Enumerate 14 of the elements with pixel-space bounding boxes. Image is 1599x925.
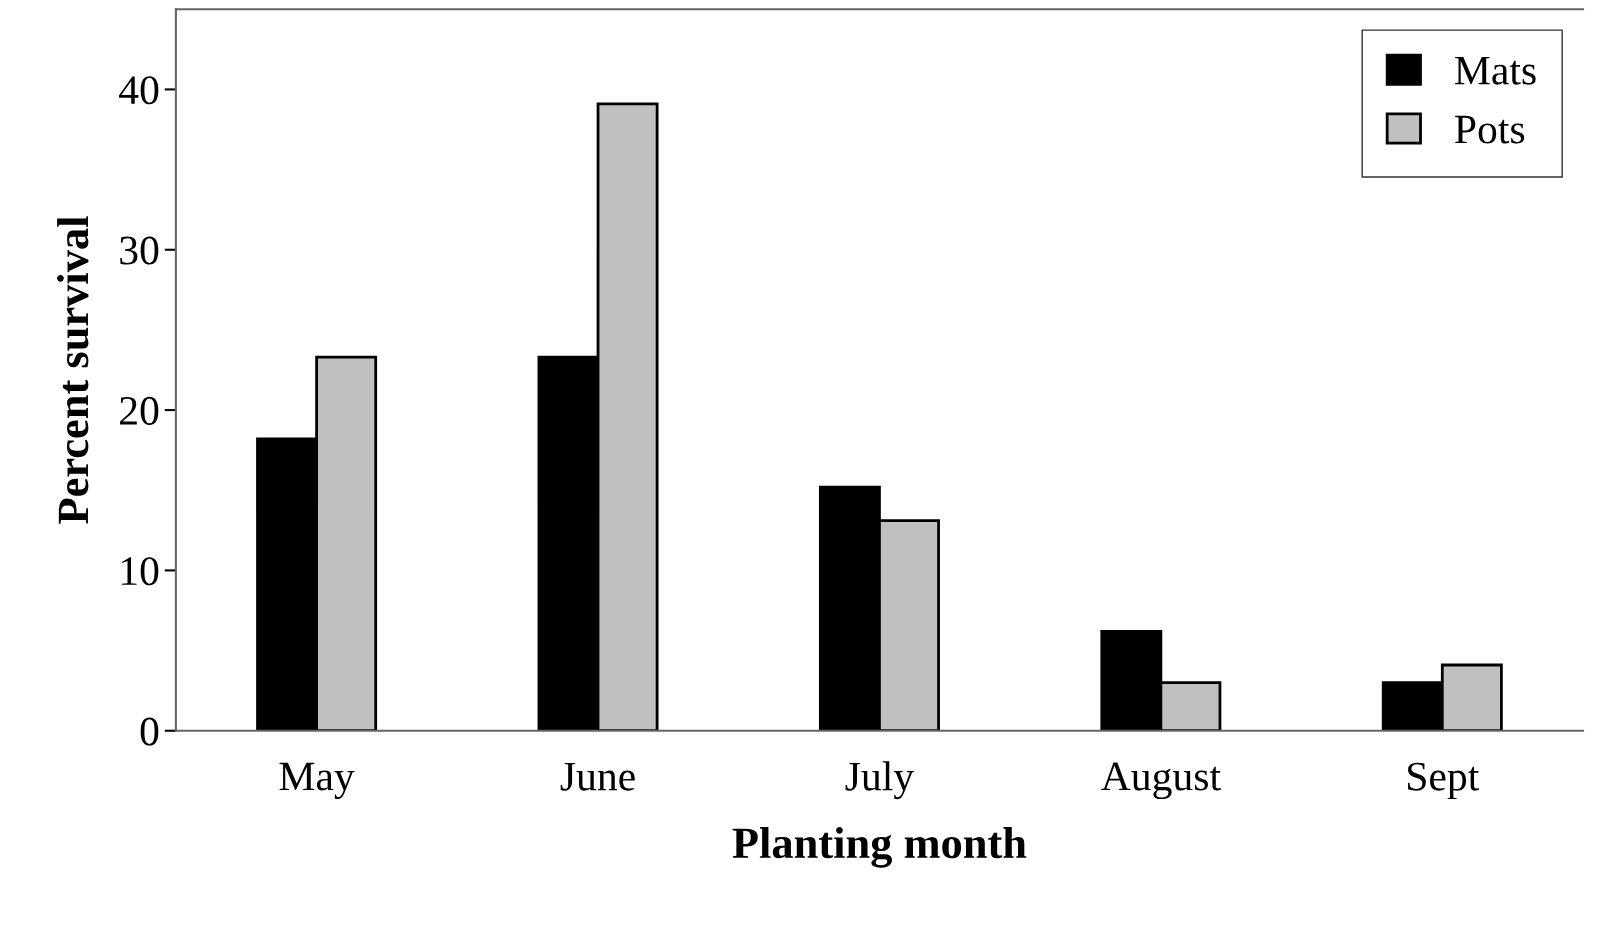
x-tick-label: May bbox=[279, 762, 355, 800]
x-tick-label: August bbox=[1101, 762, 1221, 800]
y-tick-label: 10 bbox=[121, 557, 159, 586]
y-tick-label: 40 bbox=[119, 76, 159, 105]
x-tick-label: Sept bbox=[1408, 762, 1480, 800]
x-axis-title: Planting month bbox=[732, 826, 1027, 868]
x-tick-label: July bbox=[845, 761, 915, 800]
y-tick-label: 0 bbox=[140, 717, 159, 746]
x-tick-label: June bbox=[560, 762, 635, 791]
y-tick-label: 20 bbox=[120, 396, 159, 425]
y-axis-title: Percent survival bbox=[57, 216, 89, 524]
legend-label: Mats bbox=[1455, 56, 1536, 85]
y-tick-label: 30 bbox=[120, 236, 159, 265]
legend-label: Pots bbox=[1455, 115, 1525, 144]
